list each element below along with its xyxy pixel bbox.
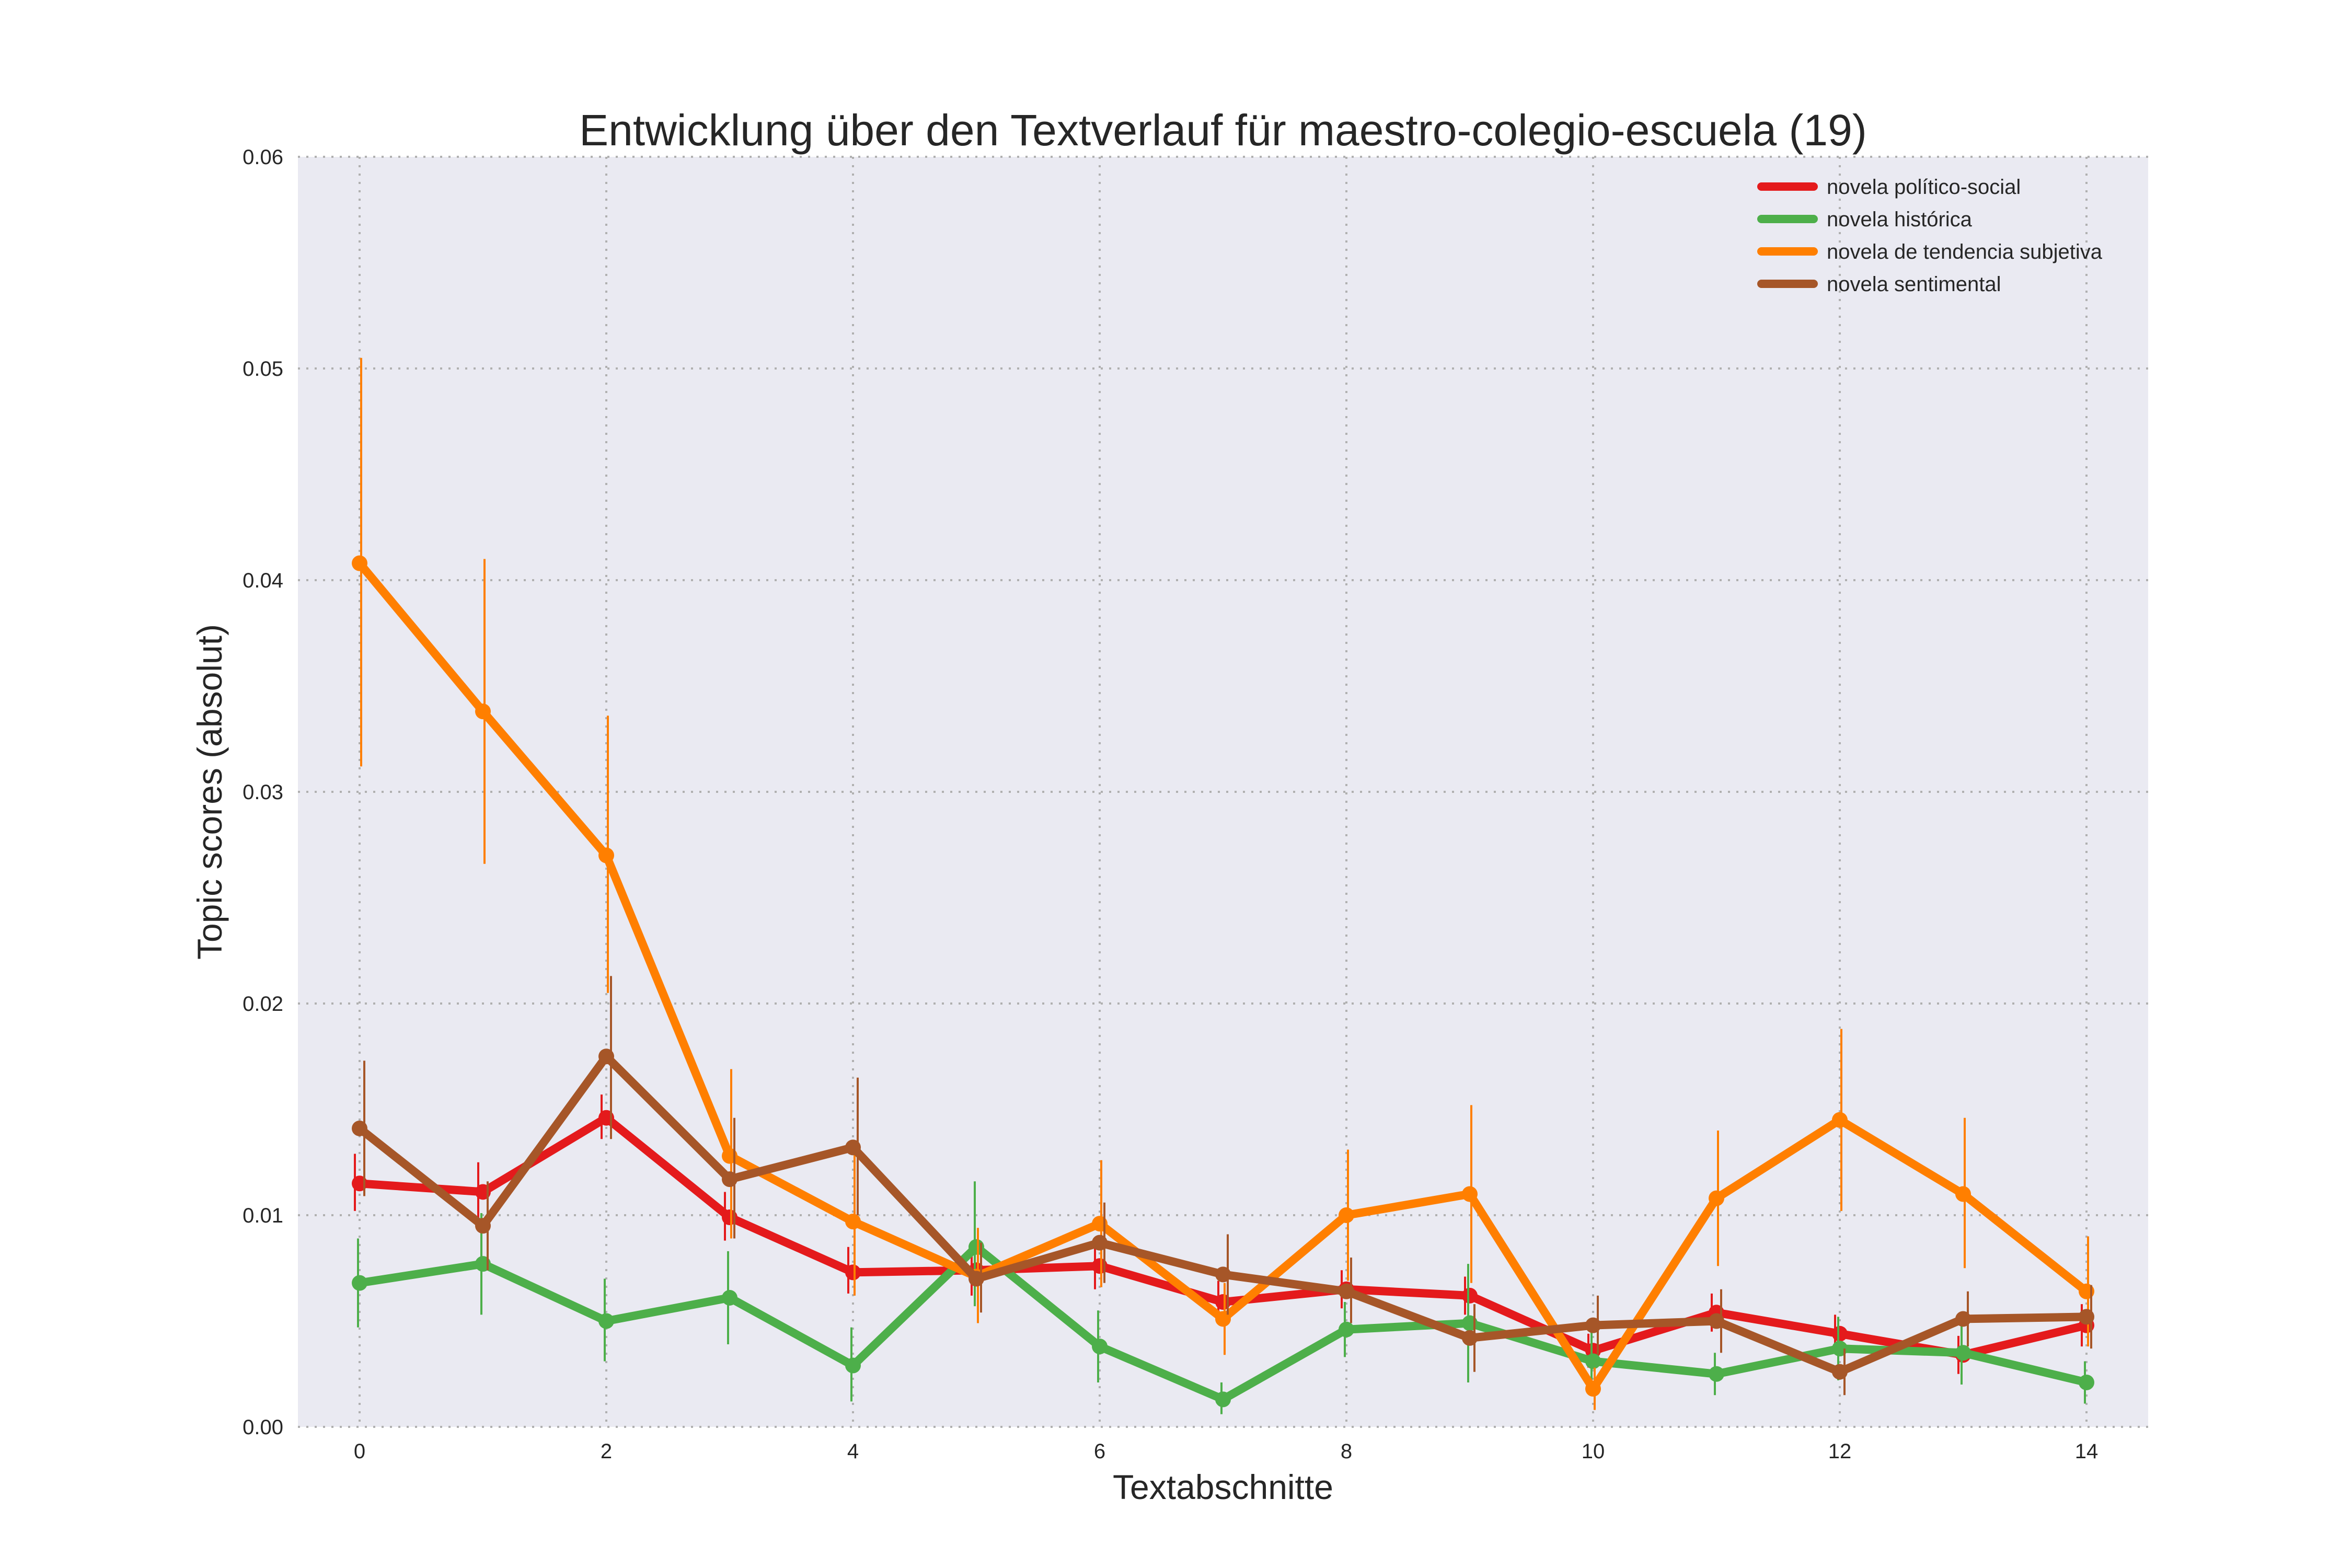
data-point — [722, 1171, 737, 1187]
x-tick-label: 8 — [1341, 1440, 1352, 1463]
data-point — [1215, 1311, 1231, 1327]
data-point — [598, 1048, 614, 1065]
y-tick-label: 0.01 — [243, 1204, 283, 1227]
x-tick-label: 2 — [601, 1440, 612, 1463]
data-point — [1215, 1266, 1231, 1283]
y-axis-ticks: 0.00 0.01 0.02 0.03 0.04 0.05 0.06 — [243, 146, 283, 1439]
data-point — [1462, 1186, 1478, 1202]
legend-label: novela de tendencia subjetiva — [1827, 240, 2103, 263]
y-tick-label: 0.06 — [243, 146, 283, 169]
data-point — [352, 1275, 367, 1291]
data-point — [969, 1271, 984, 1287]
x-axis-label: Textabschnitte — [1113, 1468, 1333, 1506]
series-group — [352, 358, 2094, 1410]
data-point — [475, 1218, 491, 1234]
data-point — [1462, 1330, 1478, 1346]
data-point — [845, 1264, 861, 1281]
data-point — [1832, 1364, 1848, 1380]
data-point — [1955, 1345, 1971, 1361]
data-point — [1092, 1339, 1108, 1355]
data-point — [1585, 1353, 1601, 1369]
data-point — [352, 1120, 367, 1136]
data-point — [598, 847, 614, 863]
data-point — [352, 555, 367, 571]
x-tick-label: 4 — [847, 1440, 859, 1463]
legend-label: novela político-social — [1827, 176, 2021, 199]
legend-label: novela sentimental — [1827, 273, 2001, 296]
legend-label: novela histórica — [1827, 208, 1973, 231]
data-point — [1339, 1283, 1354, 1299]
data-point — [1955, 1186, 1971, 1202]
y-tick-label: 0.00 — [243, 1416, 283, 1439]
data-series — [352, 358, 2094, 1414]
y-tick-label: 0.03 — [243, 781, 283, 804]
data-point — [1585, 1381, 1601, 1397]
data-point — [1709, 1366, 1724, 1382]
y-tick-label: 0.02 — [243, 993, 283, 1016]
plot-area — [298, 157, 2148, 1427]
x-tick-label: 0 — [354, 1440, 365, 1463]
data-point — [845, 1357, 861, 1374]
data-point — [1709, 1190, 1724, 1206]
data-point — [1339, 1321, 1354, 1338]
y-axis-label: Topic scores (absolut) — [190, 624, 229, 960]
data-point — [1339, 1207, 1354, 1223]
data-point — [845, 1214, 861, 1230]
data-point — [1215, 1391, 1231, 1408]
x-tick-label: 10 — [1582, 1440, 1605, 1463]
data-point — [1955, 1311, 1971, 1327]
data-point — [2079, 1374, 2094, 1390]
data-point — [1585, 1317, 1601, 1333]
y-tick-label: 0.05 — [243, 358, 283, 381]
data-point — [475, 704, 491, 720]
data-point — [1092, 1235, 1108, 1251]
data-point — [598, 1313, 614, 1329]
y-tick-label: 0.04 — [243, 569, 283, 592]
series-group — [352, 976, 2094, 1396]
data-point — [1709, 1313, 1724, 1329]
data-point — [845, 1139, 861, 1156]
data-point — [1462, 1287, 1478, 1304]
x-tick-label: 14 — [2075, 1440, 2099, 1463]
data-point — [1832, 1325, 1848, 1342]
data-point — [722, 1289, 737, 1306]
data-point — [2079, 1309, 2094, 1325]
x-axis-ticks: 0 2 4 6 8 10 12 14 — [354, 1440, 2098, 1463]
chart-title: Entwicklung über den Textverlauf für mae… — [579, 106, 1867, 155]
x-tick-label: 6 — [1094, 1440, 1105, 1463]
data-point — [1832, 1112, 1848, 1128]
x-tick-label: 12 — [1828, 1440, 1852, 1463]
legend: novela político-social novela histórica no… — [1757, 176, 2103, 296]
